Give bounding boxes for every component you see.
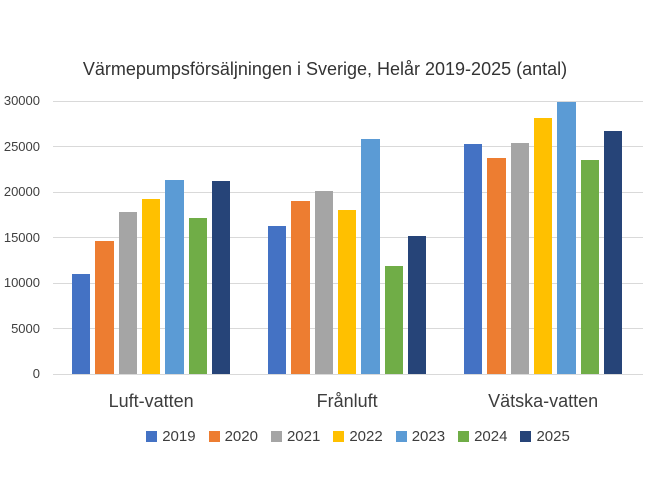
legend-label-2019: 2019	[162, 428, 196, 445]
y-axis-tick-30000: 30000	[3, 93, 40, 108]
bar-2021-franluft	[314, 191, 333, 374]
bar-2019-luft-vatten	[72, 273, 91, 374]
bar-2025-luft-vatten	[211, 181, 231, 374]
bar-2025-franluft	[407, 235, 427, 374]
y-axis-tick-0: 0	[32, 366, 40, 381]
bar-2023-vatska-vatten	[557, 101, 576, 374]
gridline-25000	[53, 146, 643, 147]
legend-swatch-2025	[520, 431, 532, 442]
y-axis-tick-15000: 15000	[3, 229, 40, 245]
bar-2022-luft-vatten	[141, 199, 161, 374]
bar-2021-vatska-vatten	[510, 142, 529, 374]
legend-item-2024: 2024	[458, 428, 507, 445]
x-axis-label-franluft: Frånluft	[316, 391, 378, 411]
legend-item-2023: 2023	[395, 428, 446, 445]
bar-2024-vatska-vatten	[580, 160, 599, 374]
legend-item-2019: 2019	[146, 428, 196, 445]
y-axis-tick-10000: 10000	[3, 275, 40, 290]
legend-swatch-2023	[395, 431, 407, 442]
y-axis-tick-25000: 25000	[3, 138, 40, 154]
legend-swatch-2024	[458, 431, 470, 442]
bar-2023-luft-vatten	[165, 180, 184, 374]
legend-swatch-2019	[146, 431, 158, 442]
x-axis-label-luft-vatten: Luft-vatten	[108, 391, 194, 411]
bar-2020-vatska-vatten	[487, 158, 506, 374]
legend-item-2020: 2020	[208, 428, 258, 445]
y-axis-tick-20000: 20000	[3, 184, 40, 199]
bar-2022-vatska-vatten	[533, 118, 553, 374]
bar-2020-luft-vatten	[95, 241, 114, 374]
chart-title: Värmepumpsförsäljningen i Sverige, Helår…	[82, 59, 568, 79]
legend-item-2021: 2021	[270, 428, 321, 445]
legend-swatch-2021	[270, 431, 282, 442]
bar-2024-luft-vatten	[188, 218, 207, 374]
gridline-20000	[53, 191, 643, 193]
x-axis-label-vatska-vatten: Vätska-vatten	[488, 391, 599, 411]
y-axis-tick-5000: 5000	[11, 320, 40, 336]
bar-2023-franluft	[361, 139, 380, 374]
bar-2025-vatska-vatten	[603, 131, 623, 374]
plot-area	[53, 100, 643, 375]
legend-label-2025: 2025	[536, 428, 570, 445]
legend-label-2020: 2020	[224, 428, 258, 445]
legend-swatch-2020	[208, 431, 220, 442]
legend-label-2022: 2022	[349, 428, 383, 445]
gridline-0	[53, 373, 643, 375]
legend: 2019 2020 2021 2022 2023 2024 2025	[53, 428, 650, 445]
legend-label-2023: 2023	[411, 428, 446, 445]
bar-2024-franluft	[384, 265, 403, 374]
legend-label-2024: 2024	[474, 428, 508, 445]
gridline-30000	[53, 100, 643, 102]
bar-2022-franluft	[337, 210, 357, 374]
legend-item-2022: 2022	[333, 428, 383, 445]
legend-label-2021: 2021	[286, 428, 321, 445]
bar-2021-luft-vatten	[118, 212, 137, 374]
bar-2020-franluft	[291, 201, 310, 374]
bar-2019-vatska-vatten	[464, 143, 483, 374]
bar-2019-franluft	[268, 225, 287, 374]
legend-swatch-2022	[333, 431, 345, 442]
legend-item-2025: 2025	[520, 428, 570, 445]
